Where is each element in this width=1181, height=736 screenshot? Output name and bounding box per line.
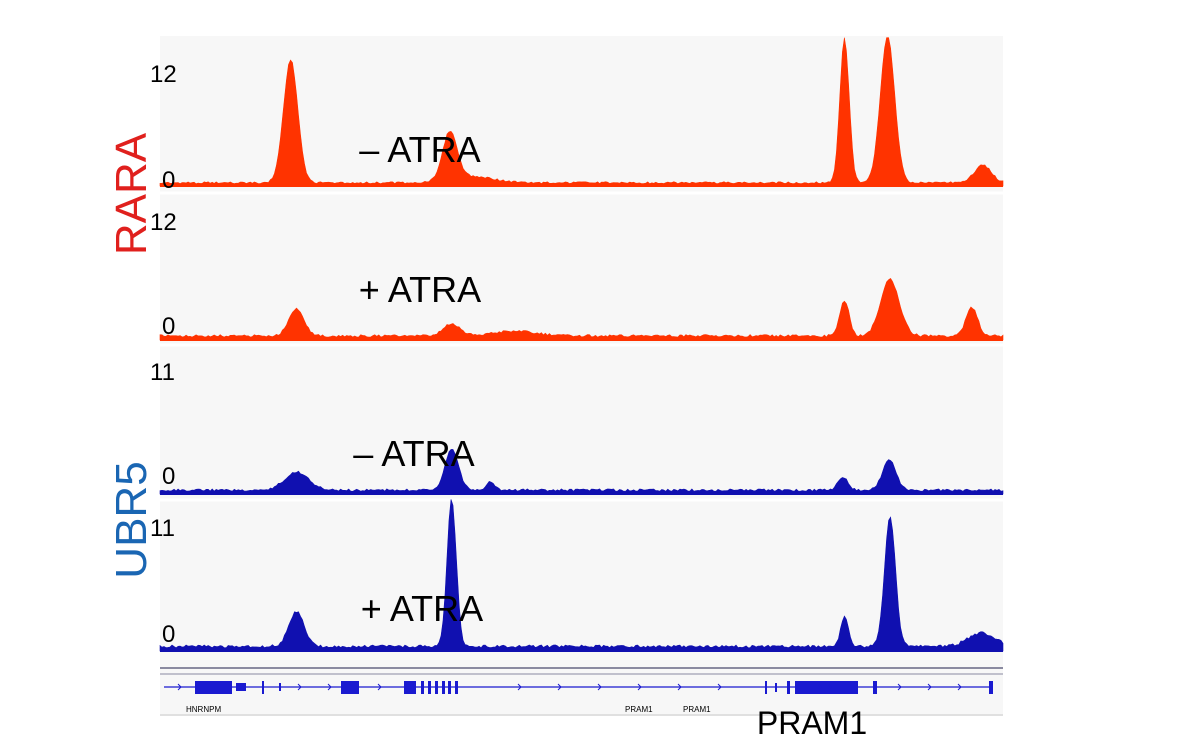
- exon: [775, 683, 777, 692]
- strand-arrow-icon: [377, 683, 382, 691]
- strand-arrow-icon: [677, 683, 682, 691]
- group-label-rara: RARA: [107, 132, 156, 255]
- signal-area-1: [159, 37, 1004, 187]
- signal-area-2: [159, 277, 1004, 341]
- exon: [448, 681, 451, 694]
- strand-arrow-icon: [817, 683, 822, 691]
- gene-highlight-label: PRAM1: [757, 705, 867, 736]
- gene-label-hnrnpm: HNRNPM: [186, 705, 221, 714]
- strand-arrow-icon: [297, 683, 302, 691]
- exon: [262, 681, 264, 694]
- track-ymax-label-4: 11: [150, 515, 175, 542]
- group-label-ubr5: UBR5: [107, 461, 156, 578]
- exon: [442, 681, 445, 694]
- exon: [428, 681, 431, 694]
- track-ymax-label-3: 11: [150, 359, 175, 386]
- track-condition-label-3: – ATRA: [353, 433, 474, 474]
- signal-area-3: [159, 449, 1004, 495]
- track-ymin-label-4: 0: [162, 621, 175, 648]
- strand-arrow-icon: [177, 683, 182, 691]
- track-ymin-label-1: 0: [162, 167, 175, 194]
- track-ymin-label-3: 0: [162, 463, 175, 490]
- track-condition-label-1: – ATRA: [359, 129, 480, 170]
- signal-area-4: [159, 499, 1004, 652]
- strand-arrow-icon: [517, 683, 522, 691]
- strand-arrow-icon: [327, 683, 332, 691]
- strand-arrow-icon: [927, 683, 932, 691]
- track-ymax-label-2: 12: [150, 209, 177, 236]
- signal-tracks: 12 0 – ATRA 12 0 + ATRA 11 0 – ATRA 11 0 + ATRA: [150, 37, 1004, 652]
- exon: [795, 681, 858, 694]
- track-condition-label-2: + ATRA: [359, 269, 481, 310]
- exon: [989, 681, 993, 694]
- exon: [279, 683, 281, 691]
- exon: [765, 681, 767, 694]
- strand-arrow-icon: [957, 683, 962, 691]
- strand-arrow-icon: [557, 683, 562, 691]
- exon: [435, 681, 438, 694]
- exon: [236, 683, 246, 691]
- exon: [787, 681, 790, 694]
- strand-arrow-icon: [827, 683, 832, 691]
- exon: [195, 681, 232, 694]
- exon: [455, 681, 458, 694]
- exon: [421, 681, 424, 694]
- track-ymax-label-1: 12: [150, 61, 177, 88]
- exon: [404, 681, 416, 694]
- gene-label-pram1-a: PRAM1: [625, 705, 653, 714]
- gene-label-pram1-b: PRAM1: [683, 705, 711, 714]
- strand-arrow-icon: [637, 683, 642, 691]
- track-ymin-label-2: 0: [162, 313, 175, 340]
- gene-annotation-track: [160, 667, 1003, 716]
- strand-arrow-icon: [717, 683, 722, 691]
- exon: [341, 681, 359, 694]
- strand-arrow-icon: [597, 683, 602, 691]
- track-condition-label-4: + ATRA: [361, 588, 483, 629]
- exon: [873, 681, 877, 694]
- strand-arrow-icon: [897, 683, 902, 691]
